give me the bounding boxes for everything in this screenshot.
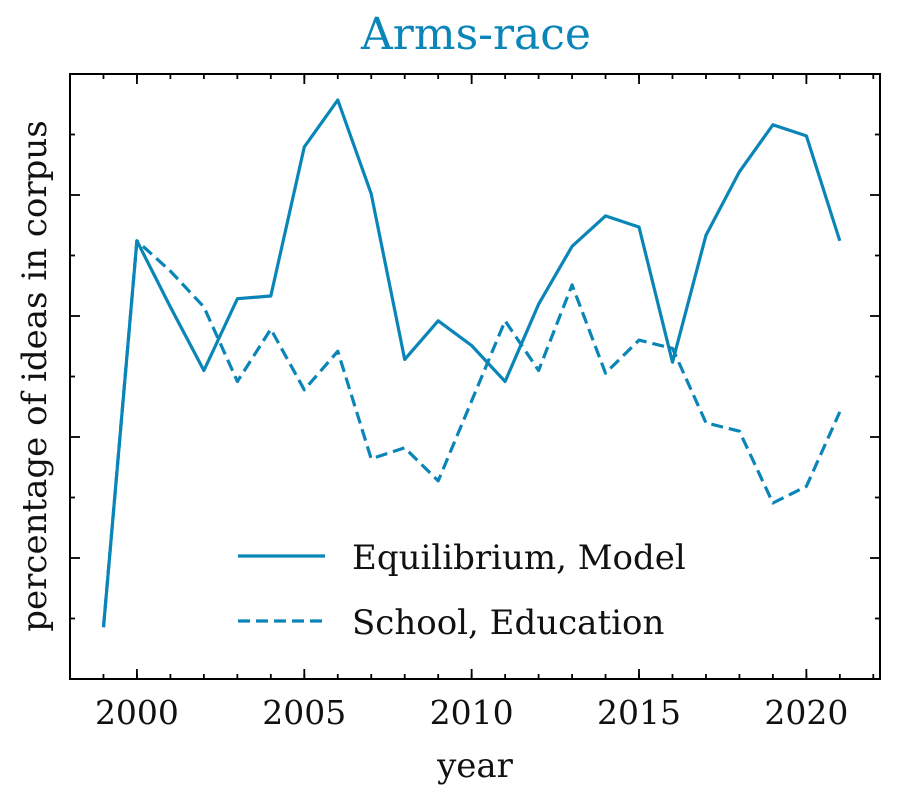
y-axis-label: percentage of ideas in corpus	[15, 120, 55, 631]
series-line-school-education	[101, 239, 842, 628]
x-tick-label: 2000	[95, 693, 179, 732]
legend-label-school-education: School, Education	[352, 603, 664, 643]
x-tick-label: 2015	[597, 693, 681, 732]
axis-ticks	[69, 74, 880, 679]
x-tick-label: 2010	[430, 693, 514, 732]
legend-label-equilibrium-model: Equilibrium, Model	[352, 538, 686, 578]
x-axis-label: year	[436, 746, 514, 786]
chart-title: Arms-race	[360, 9, 591, 60]
x-tick-label: 2020	[764, 693, 848, 732]
legend: Equilibrium, Model School, Education	[238, 538, 686, 643]
x-tick-labels: 2000 2005 2010 2015 2020	[95, 693, 848, 732]
x-tick-label: 2005	[262, 693, 346, 732]
series-line-equilibrium-model	[101, 98, 842, 628]
plot-frame	[69, 73, 881, 680]
series-lines	[101, 98, 842, 628]
